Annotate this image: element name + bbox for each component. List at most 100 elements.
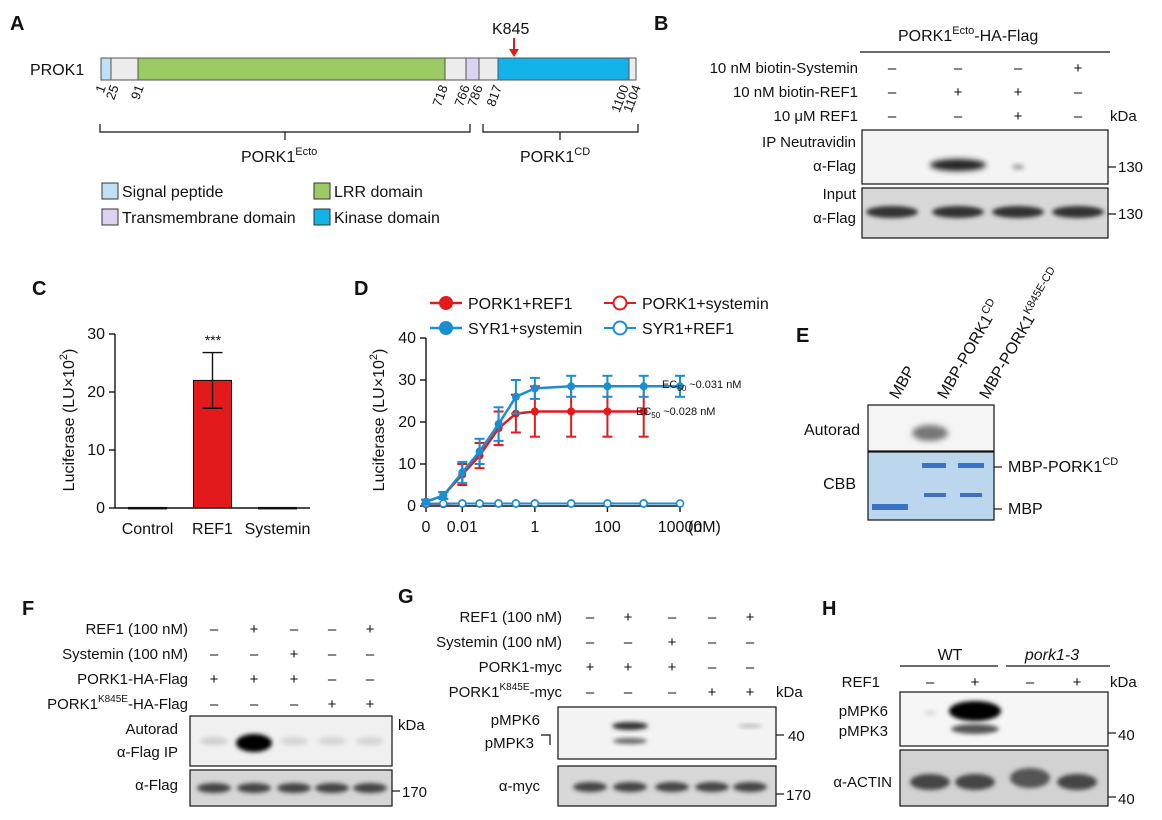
kda-label: kDa	[1110, 674, 1137, 691]
condition-value: –	[328, 671, 337, 688]
data-point	[603, 382, 612, 391]
cbb-bands	[872, 463, 984, 510]
y-tick-label: 0	[407, 498, 416, 515]
panel-c: C Luciferase (LU×102) 0 10 20 30 Control REF1…	[32, 278, 310, 538]
domain-segment-3	[478, 57, 499, 81]
blot-band	[197, 783, 231, 793]
band-label: MBP	[1008, 501, 1043, 518]
condition-value: –	[888, 60, 897, 77]
condition-value: –	[586, 609, 595, 626]
blot-label: α-Flag	[813, 158, 856, 175]
condition-value: –	[210, 696, 219, 713]
data-point	[530, 384, 539, 393]
condition-value: –	[1074, 84, 1083, 101]
blot-label: Autorad	[804, 422, 860, 439]
domain-segment-2	[444, 57, 467, 81]
legend-marker	[439, 321, 453, 335]
bar-chart: 0 10 20 30 Control REF1 Systemin	[87, 326, 310, 538]
x-tick-label: 100	[594, 519, 621, 536]
panel-b: B PORK1Ecto-HA-Flag 10 nM biotin-Systemi…	[654, 13, 1143, 239]
band-bracket	[541, 734, 551, 745]
blot-mapk	[557, 706, 777, 760]
x-tick-label: REF1	[192, 521, 233, 538]
position-label: 786	[464, 83, 486, 109]
position-label: 25	[103, 83, 122, 102]
band-label: pMPK6	[839, 703, 888, 720]
condition-value: –	[708, 659, 717, 676]
condition-value: –	[366, 671, 375, 688]
blot-band	[236, 734, 272, 752]
blot-band	[277, 783, 311, 793]
marker-label: 130	[1118, 159, 1143, 176]
marker-label: 40	[1118, 791, 1135, 808]
blot-band	[992, 206, 1044, 218]
condition-value: –	[1074, 108, 1083, 125]
blot-band	[930, 159, 986, 171]
condition-value: +	[366, 621, 375, 638]
position-labels: 1 25 91 718 766 786 817 1100 1104	[92, 83, 644, 114]
kda-label: kDa	[776, 684, 803, 701]
legend-swatch	[313, 208, 331, 226]
significance-label: ***	[205, 332, 222, 348]
condition-value: +	[668, 659, 677, 676]
panel-a-label: A	[10, 13, 24, 35]
panel-b-header: PORK1Ecto-HA-Flag	[898, 25, 1038, 45]
legend-label: SYR1+systemin	[468, 321, 582, 338]
gel-band	[924, 493, 946, 497]
blot-bands-actin	[910, 768, 1097, 790]
blot-bands-myc	[573, 782, 767, 792]
y-tick-label: 10	[87, 442, 105, 459]
data-point	[457, 499, 467, 508]
ecto-bracket	[99, 124, 471, 133]
domain-segment-4	[628, 57, 637, 81]
marker-label: 170	[786, 787, 811, 804]
condition-value: –	[888, 108, 897, 125]
x-tick-label: 0	[422, 519, 431, 536]
domain-signal-peptide	[100, 57, 112, 81]
data-point	[439, 499, 448, 508]
group-label: pork1-3	[1024, 647, 1079, 664]
condition-value: –	[366, 646, 375, 663]
panel-b-label: B	[654, 13, 668, 35]
condition-label: REF1 (100 nM)	[459, 609, 562, 626]
condition-value: –	[668, 684, 677, 701]
blot-band	[237, 783, 271, 793]
blot-band	[949, 701, 1001, 721]
panel-f-label: F	[22, 598, 34, 620]
condition-value: –	[888, 84, 897, 101]
blot-bands-flag	[197, 783, 387, 793]
position-label: 718	[429, 83, 451, 109]
y-tick-label: 20	[398, 414, 416, 431]
domain-transmembrane	[465, 57, 480, 81]
data-point	[639, 407, 648, 416]
condition-value: +	[954, 84, 963, 101]
condition-value: +	[290, 646, 299, 663]
protein-name: PROK1	[30, 62, 84, 79]
y-tick-label: 0	[96, 500, 105, 517]
blot-band	[955, 774, 995, 790]
legend-label: Kinase domain	[334, 210, 440, 227]
panel-c-label: C	[32, 278, 46, 300]
blot-label: α-ACTIN	[833, 774, 892, 791]
position-label: 817	[483, 83, 505, 109]
condition-value: –	[746, 634, 755, 651]
x-tick-label: 10000	[658, 519, 703, 536]
data-point	[494, 420, 503, 429]
bar	[128, 506, 167, 510]
domain-legend: Signal peptide LRR domain Transmembrane …	[101, 182, 440, 227]
blot-band	[356, 737, 384, 745]
blot-ip	[861, 129, 1109, 185]
blot-band	[612, 722, 648, 730]
x-tick-label: 0.01	[447, 519, 478, 536]
legend-label: PORK1+systemin	[642, 296, 769, 313]
condition-values: – + – – + – – + – – + + + – – – – – + +	[586, 609, 755, 701]
data-point	[530, 499, 540, 508]
condition-value: –	[624, 684, 633, 701]
condition-value: +	[328, 696, 337, 713]
panel-a: A PROK1 K845 1 25 91 718 766 786 817 110…	[10, 13, 644, 227]
blot-band	[1010, 768, 1050, 788]
data-point	[639, 499, 649, 508]
blot-label: α-myc	[499, 778, 541, 795]
blot-label: α-Flag IP	[117, 744, 178, 761]
condition-value: +	[624, 609, 633, 626]
